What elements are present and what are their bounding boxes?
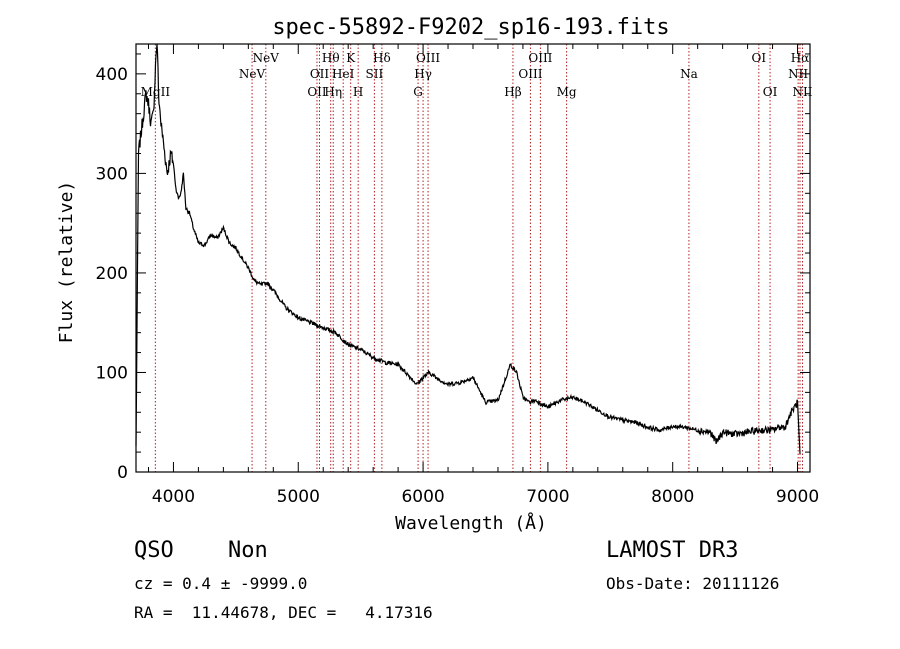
- obs-date: Obs-Date: 20111126: [606, 574, 780, 593]
- x-tick-label: 4000: [152, 487, 195, 507]
- chart-title: spec-55892-F9202_sp16-193.fits: [272, 15, 669, 40]
- x-tick-label: 8000: [651, 487, 694, 507]
- emission-line-label: NII: [793, 85, 813, 99]
- y-axis-label: Flux (relative): [56, 181, 77, 344]
- y-axis-ticks: 0 100 200 300 400: [96, 53, 810, 483]
- emission-line-label: Hδ: [373, 51, 391, 65]
- emission-line-label: Hη: [324, 85, 342, 99]
- ra-dec: RA = 11.44678, DEC = 4.17316: [134, 603, 433, 622]
- y-tick-label: 200: [96, 264, 128, 284]
- emission-line-label: HeI: [332, 67, 355, 81]
- emission-line-label: G: [413, 85, 423, 99]
- emission-line-label: Hα: [791, 51, 810, 65]
- emission-line-markers: [154, 44, 804, 472]
- x-tick-label: 7000: [526, 487, 569, 507]
- x-tick-label: 9000: [776, 487, 819, 507]
- y-tick-label: 400: [96, 65, 128, 85]
- emission-line-label: Hβ: [504, 85, 521, 99]
- y-tick-label: 300: [96, 164, 128, 184]
- redshift-cz: cz = 0.4 ± -9999.0: [134, 574, 308, 593]
- emission-line-label: OI: [752, 51, 767, 65]
- plot-frame: [135, 43, 811, 473]
- emission-line-label: Na: [680, 67, 698, 81]
- emission-line-label: Mg: [557, 85, 577, 99]
- emission-line-label: SII: [366, 67, 384, 81]
- emission-line-label: NeV: [253, 51, 280, 65]
- emission-line-label: Hθ: [322, 51, 340, 65]
- emission-line-label: NeV: [239, 67, 266, 81]
- emission-line-label: H: [353, 85, 363, 99]
- x-axis-label: Wavelength (Å): [395, 512, 547, 534]
- emission-line-label: OIII: [518, 67, 542, 81]
- emission-line-label: OI: [763, 85, 778, 99]
- emission-line-label: OIII: [416, 51, 440, 65]
- emission-line-label: MgII: [141, 85, 171, 99]
- emission-line-label: OII: [310, 67, 330, 81]
- x-axis-ticks: 4000 5000 6000 7000 8000 9000: [147, 44, 819, 507]
- emission-line-label: NII: [788, 67, 808, 81]
- y-tick-label: 100: [96, 363, 128, 383]
- emission-line-label: K: [346, 51, 356, 65]
- y-tick-label: 0: [117, 463, 128, 483]
- emission-line-label: OIII: [528, 51, 552, 65]
- object-subclass: Non: [228, 538, 268, 563]
- emission-line-label: OII: [307, 85, 327, 99]
- x-tick-label: 5000: [277, 487, 320, 507]
- spectrum-series-line: [135, 43, 801, 454]
- object-class: QSO: [134, 538, 174, 563]
- survey-name: LAMOST DR3: [606, 538, 739, 563]
- x-tick-label: 6000: [401, 487, 444, 507]
- emission-line-label: Hγ: [414, 67, 432, 81]
